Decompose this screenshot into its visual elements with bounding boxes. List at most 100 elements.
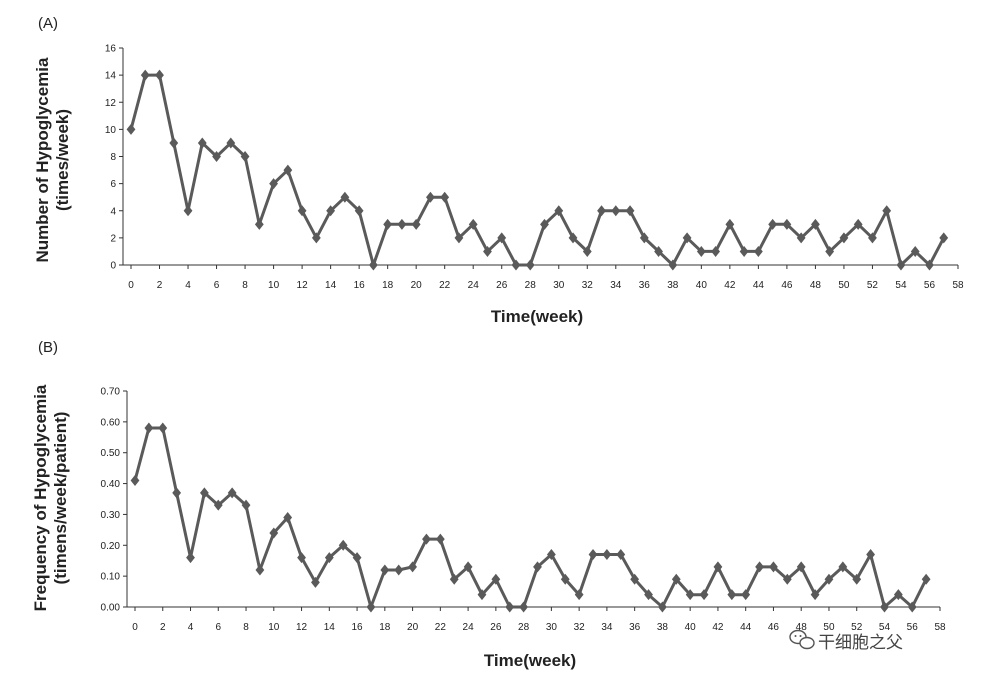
data-point-marker: [227, 487, 237, 499]
x-tick-label: 28: [518, 622, 530, 633]
x-tick-label: 22: [439, 280, 451, 291]
data-point-marker: [682, 232, 692, 244]
x-tick-label: 8: [242, 280, 248, 291]
y-axis-title-a-line1: Number of Hypoglycemia: [33, 57, 52, 263]
data-point-marker: [197, 137, 207, 149]
data-point-marker: [155, 69, 164, 81]
data-point-marker: [226, 137, 236, 149]
x-tick-label: 16: [354, 280, 366, 291]
x-axis-title-a: Time(week): [491, 307, 583, 326]
x-tick-label: 20: [407, 622, 419, 633]
x-tick-label: 14: [324, 622, 336, 633]
y-tick-label: 2: [110, 233, 116, 244]
data-point-marker: [426, 191, 435, 203]
data-point-marker: [602, 549, 612, 561]
data-point-marker: [616, 549, 626, 561]
y-tick-label: 4: [110, 206, 116, 217]
x-tick-label: 26: [490, 622, 502, 633]
data-point-marker: [839, 232, 849, 244]
data-point-marker: [394, 564, 404, 576]
x-tick-label: 30: [553, 280, 565, 291]
data-point-marker: [574, 589, 584, 601]
data-point-marker: [866, 549, 876, 561]
data-point-marker: [588, 549, 598, 561]
y-tick-label: 16: [105, 44, 117, 55]
y-tick-label: 0.20: [101, 541, 121, 552]
chart-panel-a: (A) Number of Hypoglycemia (times/week) …: [33, 15, 964, 326]
x-tick-label: 18: [379, 622, 391, 633]
x-tick-label: 48: [796, 622, 808, 633]
x-tick-label: 56: [907, 622, 919, 633]
x-tick-label: 34: [610, 280, 622, 291]
data-point-marker: [525, 259, 535, 271]
x-tick-label: 40: [685, 622, 697, 633]
data-point-marker: [727, 589, 737, 601]
x-tick-label: 4: [188, 622, 194, 633]
data-point-marker: [340, 191, 350, 203]
data-point-marker: [140, 69, 150, 81]
x-tick-label: 28: [525, 280, 537, 291]
data-point-marker: [283, 512, 293, 524]
data-point-marker: [454, 232, 464, 244]
data-point-marker: [408, 561, 417, 573]
data-point-marker: [739, 245, 749, 257]
data-point-marker: [893, 589, 903, 601]
data-point-marker: [910, 245, 920, 257]
data-point-marker: [768, 218, 778, 230]
data-point-marker: [880, 601, 889, 613]
data-point-marker: [755, 561, 764, 573]
data-point-marker: [630, 573, 640, 585]
y-axis-title-b-line1: Frequency of Hypoglycemia: [31, 384, 50, 611]
data-point-marker: [491, 573, 501, 585]
data-point-marker: [435, 533, 445, 545]
data-point-marker: [597, 205, 606, 217]
y-tick-label: 0.10: [101, 572, 121, 583]
y-tick-label: 0.70: [101, 387, 121, 398]
y-tick-label: 0.60: [101, 417, 121, 428]
ticks-b: 0.000.100.200.300.400.500.600.700 2 4 6 8 10 1…: [101, 387, 946, 634]
data-point-marker: [483, 245, 492, 257]
data-point-marker: [463, 561, 473, 573]
data-point-marker: [554, 205, 564, 217]
y-tick-label: 0.50: [101, 448, 121, 459]
data-point-marker: [853, 218, 863, 230]
data-point-marker: [241, 499, 251, 511]
series-b: [130, 422, 931, 613]
data-point-marker: [338, 539, 348, 551]
data-point-marker: [671, 573, 681, 585]
data-point-marker: [297, 552, 306, 564]
data-point-marker: [711, 245, 721, 257]
data-point-marker: [126, 123, 136, 135]
data-point-marker: [611, 205, 621, 217]
data-point-marker: [311, 576, 320, 588]
data-point-marker: [311, 232, 321, 244]
data-point-marker: [882, 205, 892, 217]
data-point-marker: [449, 573, 459, 585]
x-tick-label: 0: [132, 622, 138, 633]
data-point-marker: [169, 137, 179, 149]
data-point-marker: [511, 259, 521, 271]
x-tick-label: 34: [601, 622, 613, 633]
data-point-marker: [158, 422, 168, 434]
x-tick-label: 24: [463, 622, 475, 633]
data-point-marker: [699, 589, 709, 601]
x-tick-label: 2: [160, 622, 166, 633]
data-point-marker: [477, 589, 487, 601]
x-tick-label: 16: [352, 622, 364, 633]
data-point-marker: [368, 259, 378, 271]
axes-b: [126, 391, 940, 608]
data-point-marker: [144, 422, 154, 434]
data-point-marker: [896, 259, 906, 271]
data-point-marker: [560, 573, 570, 585]
x-tick-label: 0: [128, 280, 134, 291]
x-tick-label: 58: [952, 280, 964, 291]
x-tick-label: 12: [297, 280, 309, 291]
y-tick-label: 0: [110, 261, 116, 272]
data-point-marker: [354, 205, 364, 217]
wechat-icon: [789, 629, 815, 650]
x-tick-label: 46: [781, 280, 793, 291]
data-point-marker: [183, 205, 193, 217]
data-point-marker: [213, 499, 223, 511]
